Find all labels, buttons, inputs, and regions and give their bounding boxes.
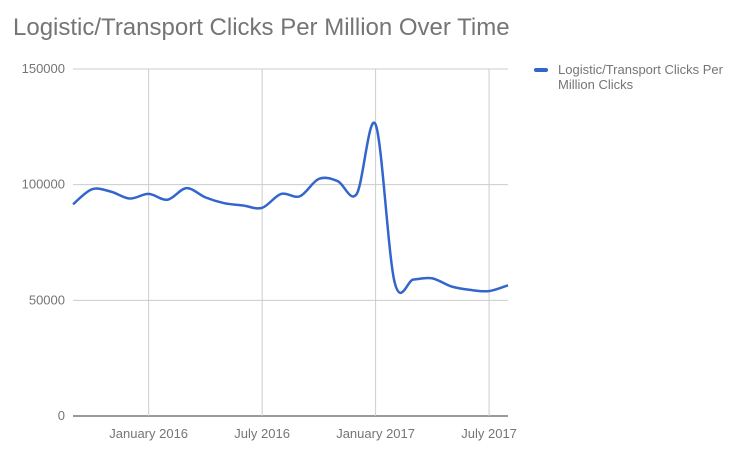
y-tick-label: 50000 bbox=[29, 292, 65, 307]
y-tick-label: 150000 bbox=[22, 61, 65, 76]
legend: Logistic/Transport Clicks Per Million Cl… bbox=[534, 62, 732, 92]
grid-lines bbox=[73, 68, 508, 417]
x-tick-label: July 2016 bbox=[234, 426, 290, 441]
legend-label: Logistic/Transport Clicks Per Million Cl… bbox=[558, 62, 723, 92]
chart-title: Logistic/Transport Clicks Per Million Ov… bbox=[13, 14, 510, 41]
series-lines bbox=[72, 121, 509, 294]
x-tick-label: July 2017 bbox=[461, 426, 517, 441]
y-tick-label: 100000 bbox=[22, 177, 65, 192]
x-tick-label: January 2017 bbox=[336, 426, 415, 441]
x-axis-ticks: January 2016 July 2016 January 2017 July 20… bbox=[109, 426, 517, 441]
series-line bbox=[72, 121, 509, 294]
legend-swatch bbox=[534, 68, 548, 72]
y-tick-label: 0 bbox=[58, 408, 65, 423]
y-axis-ticks: 0 50000 100000 150000 bbox=[22, 61, 65, 423]
x-tick-label: January 2016 bbox=[109, 426, 188, 441]
